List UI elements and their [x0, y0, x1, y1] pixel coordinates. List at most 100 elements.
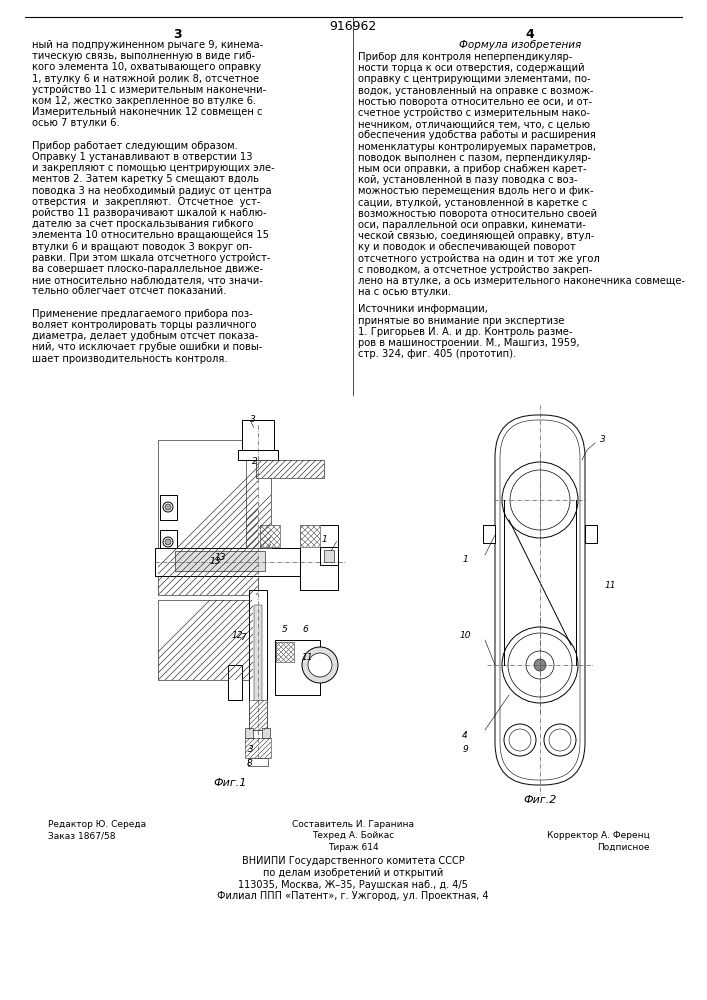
Text: ческой связью, соединяющей оправку, втул-: ческой связью, соединяющей оправку, втул… — [358, 231, 595, 241]
Text: ности торца к оси отверстия, содержащий: ности торца к оси отверстия, содержащий — [358, 63, 585, 73]
Bar — [262, 728, 270, 738]
Bar — [158, 600, 253, 680]
Text: 1: 1 — [462, 556, 468, 564]
Text: тельно облегчает отсчет показаний.: тельно облегчает отсчет показаний. — [32, 286, 226, 296]
Text: воляет контролировать торцы различного: воляет контролировать торцы различного — [32, 320, 257, 330]
Circle shape — [165, 539, 171, 545]
Text: 113035, Москва, Ж–35, Раушская наб., д. 4/5: 113035, Москва, Ж–35, Раушская наб., д. … — [238, 880, 468, 890]
Text: Фиг.1: Фиг.1 — [214, 778, 247, 788]
Text: номенклатуры контролируемых параметров,: номенклатуры контролируемых параметров, — [358, 142, 596, 152]
Circle shape — [534, 659, 546, 671]
Text: 8: 8 — [247, 758, 252, 768]
Text: оправку с центрирующими элементами, по-: оправку с центрирующими элементами, по- — [358, 74, 590, 84]
Text: Применение предлагаемого прибора поз-: Применение предлагаемого прибора поз- — [32, 309, 252, 319]
Text: ний, что исключает грубые ошибки и повы-: ний, что исключает грубые ошибки и повы- — [32, 342, 262, 352]
Text: на с осью втулки.: на с осью втулки. — [358, 287, 451, 297]
Circle shape — [526, 651, 554, 679]
Bar — [249, 700, 267, 730]
Text: 1: 1 — [322, 536, 328, 544]
Circle shape — [549, 729, 571, 751]
Text: ку и поводок и обеспечивающей поворот: ку и поводок и обеспечивающей поворот — [358, 242, 575, 252]
Text: ный на подпружиненном рычаге 9, кинема-: ный на подпружиненном рычаге 9, кинема- — [32, 40, 263, 50]
Text: Тираж 614: Тираж 614 — [327, 843, 378, 852]
Text: 7: 7 — [240, 634, 246, 643]
Circle shape — [502, 627, 578, 703]
Circle shape — [163, 537, 173, 547]
Circle shape — [302, 647, 338, 683]
Text: 11: 11 — [302, 654, 313, 662]
Text: ВНИИПИ Государственного комитета СССР: ВНИИПИ Государственного комитета СССР — [242, 856, 464, 866]
Text: с поводком, а отсчетное устройство закреп-: с поводком, а отсчетное устройство закре… — [358, 265, 592, 275]
Text: кой, установленной в пазу поводка с воз-: кой, установленной в пазу поводка с воз- — [358, 175, 578, 185]
Bar — [228, 665, 242, 700]
Text: 13: 13 — [215, 554, 226, 562]
Bar — [300, 525, 338, 590]
Text: диаметра, делает удобным отсчет показа-: диаметра, делает удобным отсчет показа- — [32, 331, 258, 341]
Circle shape — [510, 470, 570, 530]
Text: 4: 4 — [462, 730, 468, 740]
Text: 10: 10 — [460, 631, 471, 640]
Text: Прибор работает следующим образом.: Прибор работает следующим образом. — [32, 141, 238, 151]
Text: Филиал ППП «Патент», г. Ужгород, ул. Проектная, 4: Филиал ППП «Патент», г. Ужгород, ул. Про… — [217, 891, 489, 901]
Text: отсчетного устройства на один и тот же угол: отсчетного устройства на один и тот же у… — [358, 254, 600, 264]
Bar — [254, 605, 262, 730]
Text: Техред А. Бойкас: Техред А. Бойкас — [312, 832, 394, 840]
Text: втулки 6 и вращают поводок 3 вокруг оп-: втулки 6 и вращают поводок 3 вокруг оп- — [32, 242, 252, 252]
Bar — [260, 525, 280, 547]
Text: Формула изобретения: Формула изобретения — [459, 40, 581, 50]
Text: принятые во внимание при экспертизе: принятые во внимание при экспертизе — [358, 316, 564, 326]
Text: Прибор для контроля неперпендикуляр-: Прибор для контроля неперпендикуляр- — [358, 52, 573, 62]
Text: 916962: 916962 — [329, 20, 377, 33]
Text: водок, установленный на оправке с возмож-: водок, установленный на оправке с возмож… — [358, 86, 593, 96]
Text: 4: 4 — [525, 28, 534, 41]
Text: Измерительный наконечник 12 совмещен с: Измерительный наконечник 12 совмещен с — [32, 107, 262, 117]
Text: нечником, отличающийся тем, что, с целью: нечником, отличающийся тем, что, с целью — [358, 119, 590, 129]
Text: Редактор Ю. Середа: Редактор Ю. Середа — [48, 820, 146, 829]
Text: 13: 13 — [209, 556, 221, 566]
Bar — [245, 728, 253, 738]
Text: ком 12, жестко закрепленное во втулке 6.: ком 12, жестко закрепленное во втулке 6. — [32, 96, 256, 106]
Circle shape — [163, 502, 173, 512]
Circle shape — [504, 724, 536, 756]
Text: поводка 3 на необходимый радиус от центра: поводка 3 на необходимый радиус от центр… — [32, 186, 271, 196]
Text: ние относительно наблюдателя, что значи-: ние относительно наблюдателя, что значи- — [32, 275, 263, 285]
Text: равки. При этом шкала отсчетного устройст-: равки. При этом шкала отсчетного устройс… — [32, 253, 271, 263]
Text: 3: 3 — [250, 416, 256, 424]
Text: оси, параллельной оси оправки, кинемати-: оси, параллельной оси оправки, кинемати- — [358, 220, 586, 230]
Bar — [160, 530, 177, 555]
Bar — [260, 525, 280, 547]
Text: 1, втулку 6 и натяжной ролик 8, отсчетное: 1, втулку 6 и натяжной ролик 8, отсчетно… — [32, 74, 259, 84]
Text: 5: 5 — [282, 626, 288, 635]
Bar — [300, 525, 320, 547]
Text: дателю за счет проскальзывания гибкого: дателю за счет проскальзывания гибкого — [32, 219, 253, 229]
Bar — [276, 642, 294, 662]
Text: возможностью поворота относительно своей: возможностью поворота относительно своей — [358, 209, 597, 219]
Text: счетное устройство с измерительным нако-: счетное устройство с измерительным нако- — [358, 108, 590, 118]
Text: 3: 3 — [248, 746, 254, 754]
Text: ным оси оправки, а прибор снабжен карет-: ным оси оправки, а прибор снабжен карет- — [358, 164, 587, 174]
Text: тическую связь, выполненную в виде гиб-: тическую связь, выполненную в виде гиб- — [32, 51, 255, 61]
Text: по делам изобретений и открытий: по делам изобретений и открытий — [263, 868, 443, 878]
Bar — [242, 420, 274, 450]
Bar — [320, 547, 338, 565]
Circle shape — [165, 504, 171, 510]
Circle shape — [308, 653, 332, 677]
Text: поводок выполнен с пазом, перпендикуляр-: поводок выполнен с пазом, перпендикуляр- — [358, 153, 591, 163]
Bar — [238, 450, 278, 460]
Text: Составитель И. Гаранина: Составитель И. Гаранина — [292, 820, 414, 829]
Bar — [324, 550, 334, 562]
PathPatch shape — [495, 415, 585, 785]
Text: отверстия  и  закрепляют.  Отсчетное  уст-: отверстия и закрепляют. Отсчетное уст- — [32, 197, 260, 207]
Bar — [585, 525, 597, 543]
Text: можностью перемещения вдоль него и фик-: можностью перемещения вдоль него и фик- — [358, 186, 594, 196]
Bar — [249, 590, 267, 730]
Text: стр. 324, фиг. 405 (прототип).: стр. 324, фиг. 405 (прототип). — [358, 349, 516, 359]
Text: кого элемента 10, охватывающего оправку: кого элемента 10, охватывающего оправку — [32, 62, 261, 72]
Text: лено на втулке, а ось измерительного наконечника совмеще-: лено на втулке, а ось измерительного нак… — [358, 276, 685, 286]
Text: ройство 11 разворачивают шкалой к наблю-: ройство 11 разворачивают шкалой к наблю- — [32, 208, 267, 218]
Circle shape — [544, 724, 576, 756]
Bar — [246, 425, 271, 548]
Bar — [160, 495, 177, 520]
Text: осью 7 втулки 6.: осью 7 втулки 6. — [32, 118, 119, 128]
Text: ностью поворота относительно ее оси, и от-: ностью поворота относительно ее оси, и о… — [358, 97, 592, 107]
